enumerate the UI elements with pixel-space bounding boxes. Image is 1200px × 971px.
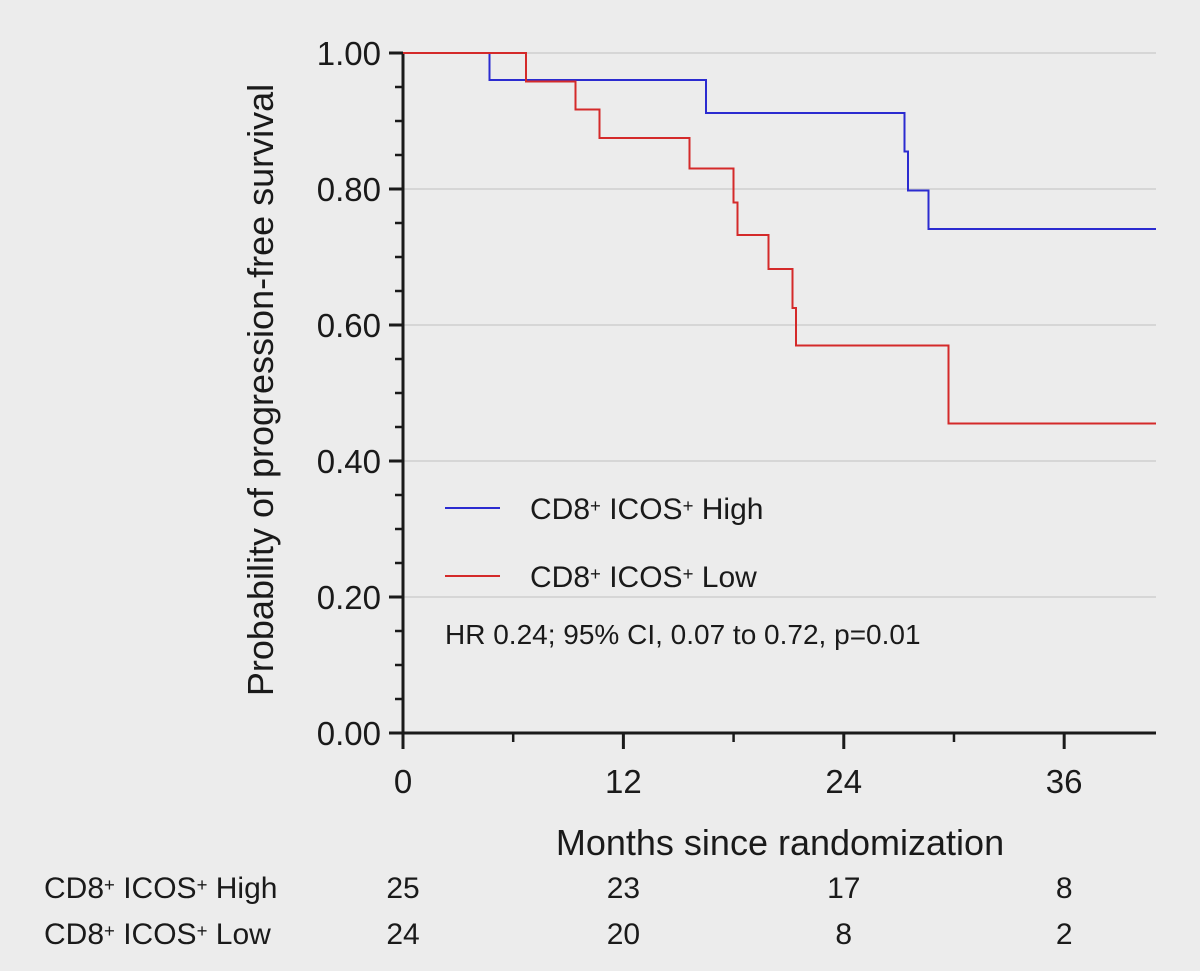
- series-line-high: [403, 52, 1156, 231]
- superscript-plus: +: [104, 920, 115, 941]
- hr-annotation: HR 0.24; 95% CI, 0.07 to 0.72, p=0.01: [445, 619, 921, 650]
- legend-label: CD8+ ICOS+ Low: [530, 561, 757, 594]
- label-part: High: [207, 872, 277, 905]
- label-part: ICOS: [601, 561, 683, 594]
- risk-row-label: CD8+ ICOS+ High: [44, 872, 277, 905]
- risk-count: 8: [835, 918, 852, 951]
- x-axis-ticks: 0 12 24 36: [394, 733, 1083, 800]
- grid-lines: [403, 52, 1156, 598]
- superscript-plus: +: [683, 563, 694, 584]
- superscript-plus: +: [104, 874, 115, 895]
- y-tick-label: 0.00: [317, 715, 381, 752]
- x-tick-label: 24: [825, 763, 862, 800]
- label-part: CD8: [44, 872, 104, 905]
- y-tick-label: 0.20: [317, 579, 381, 616]
- y-axis-title: Probability of progression-free survival: [240, 84, 281, 696]
- superscript-plus: +: [590, 495, 601, 516]
- superscript-plus: +: [197, 920, 208, 941]
- label-part: Low: [207, 918, 271, 951]
- label-part: ICOS: [115, 918, 197, 951]
- y-tick-label: 0.60: [317, 307, 381, 344]
- risk-row-label: CD8+ ICOS+ Low: [44, 918, 271, 951]
- superscript-plus: +: [683, 495, 694, 516]
- legend-label: CD8+ ICOS+ High: [530, 493, 763, 526]
- risk-count: 8: [1056, 872, 1073, 905]
- label-part: CD8: [44, 918, 104, 951]
- label-part: CD8: [530, 493, 590, 526]
- y-tick-label: 0.80: [317, 171, 381, 208]
- risk-count: 20: [607, 918, 640, 951]
- x-tick-label: 36: [1046, 763, 1083, 800]
- x-tick-label: 12: [605, 763, 642, 800]
- risk-count: 24: [386, 918, 419, 951]
- label-part: ICOS: [601, 493, 683, 526]
- x-tick-label: 0: [394, 763, 412, 800]
- label-part: Low: [693, 561, 757, 594]
- risk-count: 17: [827, 872, 860, 905]
- y-tick-label: 0.40: [317, 443, 381, 480]
- label-part: High: [693, 493, 763, 526]
- superscript-plus: +: [590, 563, 601, 584]
- label-part: CD8: [530, 561, 590, 594]
- risk-count: 2: [1056, 918, 1073, 951]
- x-axis-title: Months since randomization: [556, 822, 1004, 863]
- risk-count: 25: [386, 872, 419, 905]
- superscript-plus: +: [197, 874, 208, 895]
- series-group: [403, 52, 1156, 425]
- series-line-low: [403, 52, 1156, 425]
- risk-count: 23: [607, 872, 640, 905]
- y-tick-label: 1.00: [317, 35, 381, 72]
- label-part: ICOS: [115, 872, 197, 905]
- y-axis-ticks: 0.00 0.20 0.40 0.60 0.80 1.00: [317, 35, 403, 752]
